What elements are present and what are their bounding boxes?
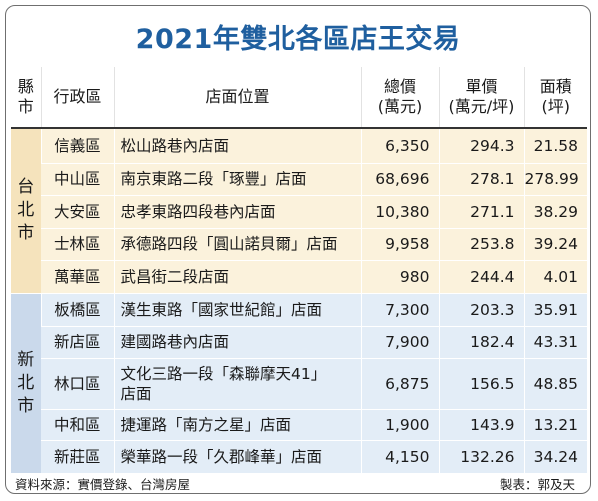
area-cell: 34.24 [523, 440, 587, 474]
district-cell: 信義區 [40, 128, 114, 164]
total-cell: 980 [360, 260, 439, 294]
total-cell: 10,380 [360, 195, 439, 229]
table-row: 新北市 板橋區 漢生東路「國家世紀館」店面 7,300 203.3 35.91 [11, 293, 587, 474]
table-row: 台北市 信義區 松山路巷內店面 6,350 294.3 21.58 [11, 128, 587, 294]
header-area-unit: (坪) [541, 97, 571, 116]
data-table: 縣市 行政區 店面位置 總價 (萬元) 單價 (萬元/坪) 面積 (坪) [11, 67, 587, 474]
location-cell: 捷運路「南方之星」店面 [113, 409, 361, 441]
table-row: 新莊區 榮華路一段「久郡峰華」店面 4,150 132.26 34.24 [11, 440, 587, 474]
location-cell: 南京東路二段「琢豐」店面 [113, 163, 361, 196]
header-row: 縣市 行政區 店面位置 總價 (萬元) 單價 (萬元/坪) 面積 (坪) [11, 67, 587, 129]
source-note: 資料來源：實價登錄、台灣房屋 [15, 477, 191, 492]
location-line-1: 文化三路一段「森聯摩天41」 [120, 364, 327, 383]
area-cell: 21.58 [523, 128, 587, 164]
area-cell: 43.31 [523, 326, 587, 359]
total-cell: 68,696 [360, 163, 439, 196]
city-label: 台北市 [11, 176, 41, 245]
location-cell: 承德路四段「圓山諾貝爾」店面 [113, 228, 361, 261]
header-city-label: 縣 [17, 77, 34, 96]
table-row: 大安區 忠孝東路四段巷內店面 10,380 271.1 38.29 [11, 195, 587, 229]
table-row: 林口區 文化三路一段「森聯摩天41」 店面 6,875 156.5 48.85 [11, 358, 587, 410]
total-cell: 6,350 [360, 128, 439, 164]
total-cell: 7,900 [360, 326, 439, 359]
unit-price-cell: 253.8 [438, 228, 524, 261]
district-cell: 士林區 [41, 228, 114, 261]
unit-price-cell: 271.1 [438, 195, 524, 229]
location-cell: 文化三路一段「森聯摩天41」 店面 [113, 358, 361, 410]
header-total-unit: (萬元) [377, 97, 423, 116]
district-cell: 中和區 [41, 409, 114, 441]
header-total: 總價 (萬元) [360, 67, 439, 129]
total-cell: 7,300 [360, 293, 439, 327]
district-cell: 板橋區 [40, 293, 114, 327]
district-cell: 林口區 [41, 358, 114, 410]
header-area: 面積 (坪) [523, 67, 587, 129]
header-unit-price-label: 單價 [465, 77, 498, 96]
total-cell: 9,958 [360, 228, 439, 261]
unit-price-cell: 132.26 [438, 440, 524, 474]
total-cell: 4,150 [360, 440, 439, 474]
table-row: 中山區 南京東路二段「琢豐」店面 68,696 278.1 278.99 [11, 163, 587, 196]
table-row: 士林區 承德路四段「圓山諾貝爾」店面 9,958 253.8 39.24 [11, 228, 587, 261]
location-cell: 建國路巷內店面 [113, 326, 361, 359]
header-city: 縣市 [11, 67, 41, 129]
location-cell: 榮華路一段「久郡峰華」店面 [113, 440, 361, 474]
location-cell: 忠孝東路四段巷內店面 [113, 195, 361, 229]
location-cell: 松山路巷內店面 [113, 128, 361, 164]
header-area-label: 面積 [539, 77, 572, 96]
header-unit-price-unit: (萬元/坪) [448, 97, 515, 116]
header-district: 行政區 [40, 67, 114, 129]
table-row: 萬華區 武昌街二段店面 980 244.4 4.01 [11, 260, 587, 294]
area-cell: 278.99 [523, 163, 587, 196]
district-cell: 新店區 [41, 326, 114, 359]
area-cell: 13.21 [523, 409, 587, 441]
unit-price-cell: 182.4 [438, 326, 524, 359]
area-cell: 4.01 [523, 260, 587, 294]
city-char: 新 [17, 349, 35, 370]
city-cell-taipei: 台北市 [11, 128, 41, 294]
area-cell: 48.85 [523, 358, 587, 410]
city-char: 北 [17, 200, 35, 221]
district-cell: 新莊區 [41, 440, 114, 474]
header-location: 店面位置 [113, 67, 361, 129]
district-cell: 大安區 [41, 195, 114, 229]
unit-price-cell: 156.5 [438, 358, 524, 410]
city-label: 新北市 [11, 349, 41, 418]
city-char: 台 [17, 177, 35, 198]
city-cell-new-taipei: 新北市 [11, 293, 41, 474]
district-cell: 中山區 [41, 163, 114, 196]
unit-price-cell: 143.9 [438, 409, 524, 441]
header-unit-price: 單價 (萬元/坪) [438, 67, 524, 129]
city-char: 市 [17, 395, 35, 416]
area-cell: 38.29 [523, 195, 587, 229]
location-line-2: 店面 [120, 384, 152, 403]
header-city-label: 市 [17, 97, 34, 116]
unit-price-cell: 278.1 [438, 163, 524, 196]
location-cell: 武昌街二段店面 [113, 260, 361, 294]
unit-price-cell: 244.4 [438, 260, 524, 294]
district-cell: 萬華區 [41, 260, 114, 294]
table-card: 2021年雙北各區店王交易 縣市 行政區 店面位置 總價 (萬元) [5, 5, 591, 494]
credit-note: 製表：郭及天 [499, 477, 575, 492]
location-cell: 漢生東路「國家世紀館」店面 [113, 293, 361, 327]
table-row: 新店區 建國路巷內店面 7,900 182.4 43.31 [11, 326, 587, 359]
total-cell: 1,900 [360, 409, 439, 441]
area-cell: 35.91 [523, 293, 587, 327]
city-char: 市 [17, 223, 35, 244]
total-cell: 6,875 [360, 358, 439, 410]
header-total-label: 總價 [383, 77, 416, 96]
table-row: 中和區 捷運路「南方之星」店面 1,900 143.9 13.21 [11, 409, 587, 441]
city-char: 北 [17, 372, 35, 393]
unit-price-cell: 203.3 [438, 293, 524, 327]
unit-price-cell: 294.3 [438, 128, 524, 164]
area-cell: 39.24 [523, 228, 587, 261]
page-title: 2021年雙北各區店王交易 [135, 24, 461, 55]
